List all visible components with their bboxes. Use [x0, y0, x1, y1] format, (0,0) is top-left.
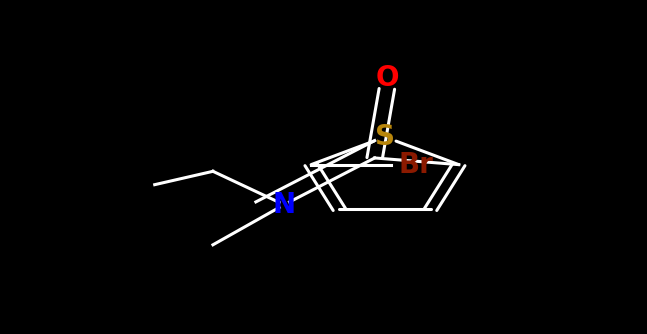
Text: Br: Br	[399, 151, 433, 179]
Text: O: O	[376, 64, 399, 92]
Text: S: S	[375, 123, 395, 151]
Text: N: N	[272, 191, 296, 219]
